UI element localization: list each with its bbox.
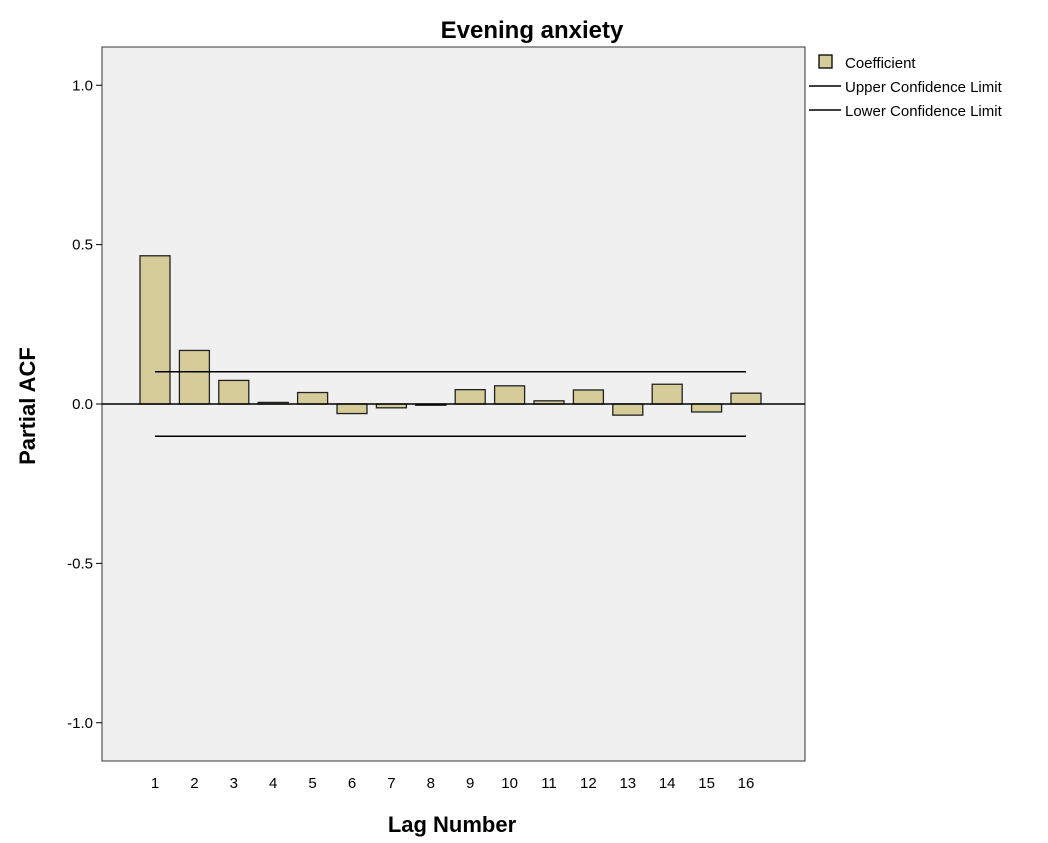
- x-tick-label: 13: [619, 775, 636, 792]
- coefficient-bar[interactable]: [651, 383, 683, 405]
- coefficient-bar[interactable]: [493, 385, 526, 405]
- x-tick-label: 9: [466, 775, 474, 792]
- legend-label-lower: Lower Confidence Limit: [845, 103, 1003, 120]
- coefficient-bar[interactable]: [730, 392, 762, 405]
- coefficient-bar[interactable]: [572, 389, 605, 405]
- legend-label-upper: Upper Confidence Limit: [845, 79, 1003, 96]
- x-tick-label: 8: [427, 775, 435, 792]
- coefficient-bar[interactable]: [612, 403, 644, 416]
- x-tick-label: 3: [230, 775, 238, 792]
- y-tick-label: -0.5: [67, 555, 93, 572]
- x-tick-label: 15: [698, 775, 715, 792]
- coefficient-bar[interactable]: [336, 403, 368, 415]
- x-tick-label: 11: [541, 775, 557, 792]
- y-tick-label: 1.0: [72, 77, 93, 94]
- x-tick-label: 5: [308, 775, 316, 792]
- x-tick-label: 6: [348, 775, 356, 792]
- legend-label-coefficient: Coefficient: [845, 55, 916, 72]
- x-tick-label: 2: [190, 775, 198, 792]
- x-tick-label: 16: [738, 775, 755, 792]
- x-tick-label: 14: [659, 775, 676, 792]
- y-tick-label: 0.5: [72, 237, 93, 254]
- x-tick-label: 12: [580, 775, 597, 792]
- y-axis-label: Partial ACF: [15, 347, 40, 465]
- x-tick-label: 7: [387, 775, 395, 792]
- coefficient-bar[interactable]: [218, 379, 250, 405]
- coefficient-bar[interactable]: [139, 255, 171, 405]
- legend-swatch-coefficient: [818, 54, 833, 69]
- chart-title: Evening anxiety: [441, 17, 624, 44]
- x-tick-label: 4: [269, 775, 277, 792]
- coefficient-bar[interactable]: [178, 349, 211, 405]
- coefficient-bar[interactable]: [690, 403, 723, 413]
- x-tick-label: 10: [501, 775, 518, 792]
- coefficient-bar[interactable]: [454, 389, 486, 405]
- coefficient-bar[interactable]: [296, 391, 329, 405]
- x-axis-label: Lag Number: [388, 812, 517, 837]
- y-tick-label: -1.0: [67, 715, 93, 732]
- y-tick-label: 0.0: [72, 396, 93, 413]
- x-tick-label: 1: [151, 775, 159, 792]
